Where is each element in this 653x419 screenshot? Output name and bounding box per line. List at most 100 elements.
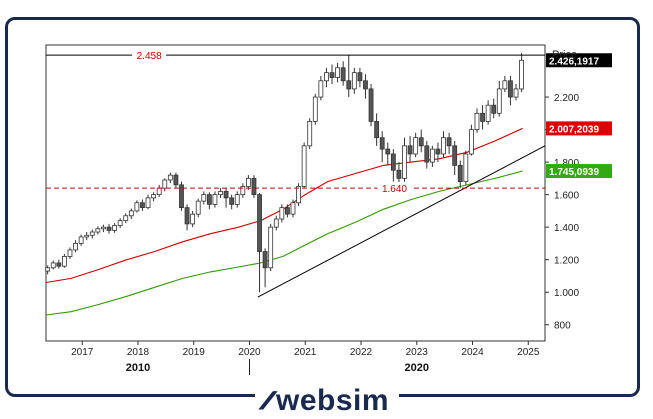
x-tick-label: 2022 [350, 347, 373, 358]
candle-body [201, 194, 207, 202]
candle-body [368, 88, 374, 122]
y-tick-label: 1.200 [554, 256, 579, 267]
price-tag [546, 121, 612, 136]
candle-body [134, 202, 140, 212]
candle-body [218, 190, 223, 196]
candle-body [429, 148, 435, 163]
candle-body [156, 187, 162, 196]
candle-body [229, 197, 235, 205]
candle-body [324, 72, 329, 82]
candle-body [435, 148, 441, 155]
candle-body [374, 121, 380, 139]
candle-body [452, 145, 458, 166]
candle-body [56, 262, 62, 267]
candle-body [223, 190, 229, 199]
candle-body [396, 169, 402, 179]
candle-body [50, 262, 56, 269]
candle-body [101, 226, 106, 230]
decade-label: 2010 [126, 362, 150, 374]
x-tick-label: 2021 [294, 347, 317, 358]
candle-body [519, 59, 524, 90]
y-tick-label: 1.000 [554, 288, 579, 299]
y-tick-label: 1.600 [554, 191, 579, 202]
y-tick-label: 2.200 [554, 93, 579, 104]
candle-body [257, 194, 262, 252]
x-tick-label: 2019 [183, 347, 206, 358]
websim-w-logo-icon: ⁄⁄⁄ [265, 386, 271, 415]
candle-body [273, 218, 279, 228]
candle-body [268, 226, 274, 269]
brand-name: websim [276, 383, 390, 417]
candle-body [251, 177, 257, 196]
x-tick-label: 2018 [127, 347, 150, 358]
candle-body [413, 137, 419, 155]
candle-body [84, 234, 90, 238]
candle-body [390, 153, 396, 171]
price-tag [546, 164, 612, 179]
candle-body [379, 137, 385, 150]
candle-body [290, 202, 296, 215]
x-tick-label: 2025 [517, 347, 540, 358]
x-tick-label: 2024 [461, 347, 484, 358]
candle-body [363, 80, 368, 90]
level-label-bg [377, 182, 412, 195]
candle-body [307, 121, 313, 147]
price-tag-label: 1.745,0939 [549, 167, 599, 178]
candle-body [474, 112, 480, 130]
candle-body [424, 145, 430, 163]
brand-footer: ⁄⁄⁄ websim [0, 382, 653, 419]
candle-body [312, 96, 318, 122]
price-axis-label: Price [552, 49, 577, 61]
candle-body [457, 164, 463, 183]
candle-body [508, 80, 513, 98]
candle-body [340, 67, 346, 82]
candle-body [67, 249, 73, 257]
candle-body [61, 256, 67, 267]
candle-body [502, 80, 508, 90]
decade-label: 2020 [405, 362, 429, 374]
candle-body [279, 207, 285, 220]
brand-logo: ⁄⁄⁄ websim [255, 382, 400, 419]
candle-body [407, 145, 413, 155]
candle-body [234, 194, 240, 205]
candle-body [346, 80, 352, 90]
x-tick-label: 2017 [71, 347, 94, 358]
candle-body [73, 243, 78, 251]
candle-body [402, 145, 407, 179]
candle-body [357, 72, 363, 82]
candle-body [418, 137, 424, 147]
candle-body [318, 80, 324, 98]
candle-body [513, 88, 519, 98]
candle-body [195, 200, 201, 215]
candle-body [95, 228, 101, 233]
moving-average-line [45, 170, 523, 316]
candle-body [441, 137, 446, 155]
candle-body [296, 186, 301, 204]
trendline [257, 145, 546, 298]
candle-body [385, 148, 391, 155]
price-tag [546, 53, 612, 68]
candle-body [162, 179, 168, 189]
price-tag-label: 2.426,1917 [549, 56, 599, 67]
candle-body [351, 72, 357, 90]
y-tick-label: 1.800 [554, 158, 579, 169]
candle-body [173, 174, 179, 186]
candle-body [496, 88, 502, 114]
y-tick-label: 800 [554, 321, 571, 332]
candle-body [212, 194, 218, 205]
candle-body [446, 137, 452, 147]
candle-body [285, 207, 290, 215]
candle-body [301, 145, 307, 187]
candle-body [469, 129, 474, 155]
price-tag-label: 2.007,2039 [549, 124, 599, 135]
level-label: 2.458 [137, 51, 162, 62]
candle-body [262, 251, 268, 269]
candle-body [106, 226, 112, 231]
candle-body [463, 153, 469, 183]
candle-body [45, 267, 51, 272]
candle-body [112, 225, 117, 231]
candle-body [167, 174, 173, 181]
candle-body [491, 104, 497, 114]
candle-body [206, 194, 212, 205]
